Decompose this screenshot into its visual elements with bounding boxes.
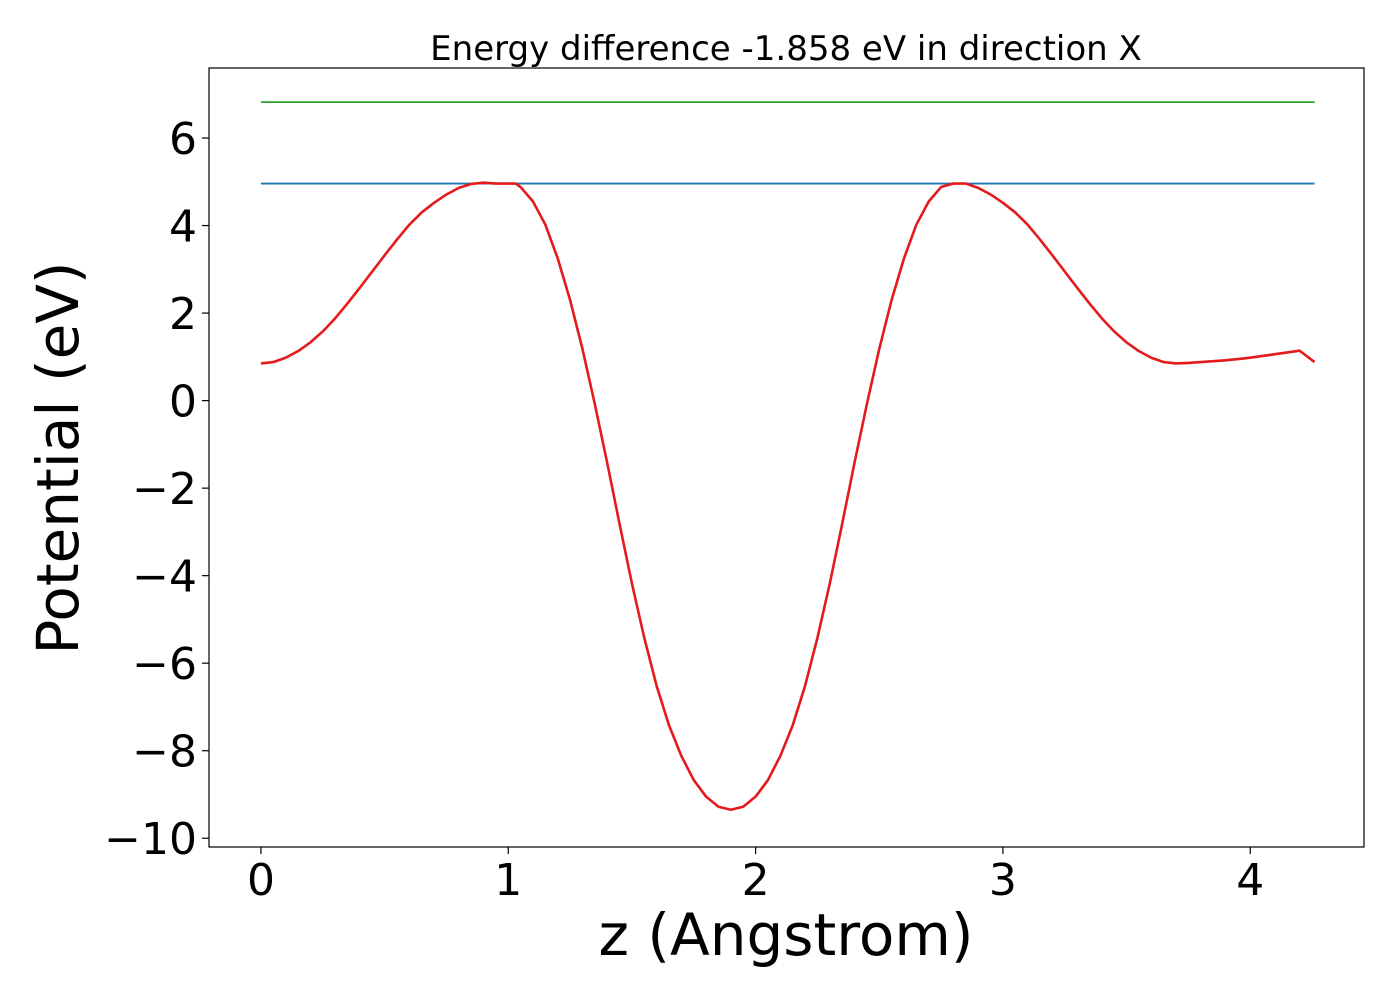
y-tick-label: −6: [132, 639, 197, 690]
y-tick-label: −4: [132, 552, 197, 603]
y-tick-label: −2: [132, 464, 197, 515]
y-axis: 6 4 2 0 −2 −4 −6 −8 −10: [104, 114, 209, 865]
y-tick-label: 0: [169, 377, 197, 428]
y-tick-label: −8: [132, 727, 197, 778]
x-tick-label: 4: [1236, 855, 1264, 906]
y-tick-label: 4: [169, 202, 197, 253]
x-axis: 0 1 2 3 4: [247, 847, 1264, 906]
series-layer: [260, 101, 1316, 812]
y-tick-label: 6: [169, 114, 197, 165]
y-tick-label: 2: [169, 289, 197, 340]
x-tick-label: 0: [247, 855, 275, 906]
y-axis-label: Potential (eV): [24, 261, 92, 654]
x-tick-label: 2: [742, 855, 770, 906]
x-axis-label: z (Angstrom): [599, 901, 974, 969]
y-tick-label: −10: [104, 814, 197, 865]
chart-title: Energy difference -1.858 eV in direction…: [430, 29, 1142, 69]
series-line-3: [260, 181, 1316, 812]
x-tick-label: 1: [494, 855, 522, 906]
x-tick-label: 3: [989, 855, 1017, 906]
plot-frame: [208, 67, 1365, 848]
